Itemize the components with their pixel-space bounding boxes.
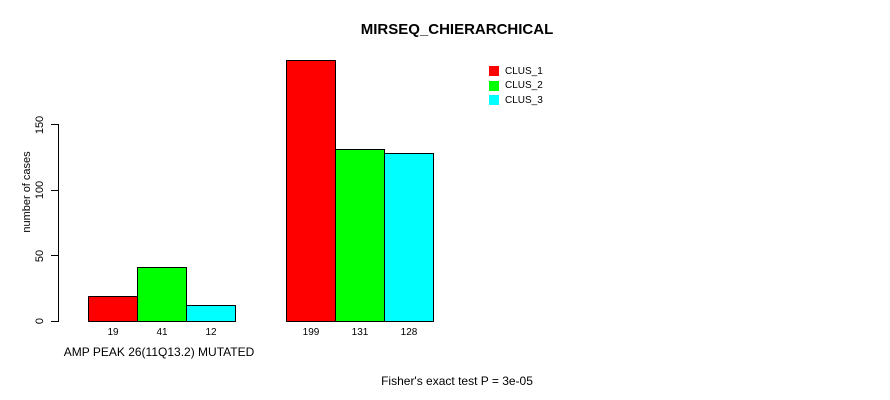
y-tick-mark xyxy=(51,255,58,256)
bar-clus_1-group2 xyxy=(286,59,336,322)
legend: CLUS_1 CLUS_2 CLUS_3 xyxy=(489,64,543,108)
bar-clus_3-group1 xyxy=(186,304,236,322)
bar-clus_3-group2 xyxy=(384,152,434,322)
y-axis-label: number of cases xyxy=(21,151,33,233)
bar-clus_2-group1 xyxy=(137,266,187,322)
bar-value-label: 128 xyxy=(400,327,418,338)
y-tick-label: 50 xyxy=(34,249,46,262)
bar-value-label: 131 xyxy=(351,327,369,338)
legend-label: CLUS_2 xyxy=(505,80,543,92)
bar-clus_1-group1 xyxy=(88,295,138,322)
y-tick-label: 0 xyxy=(34,317,46,325)
x-group-label: AMP PEAK 26(11Q13.2) MUTATED xyxy=(63,345,255,359)
y-tick-mark xyxy=(51,124,58,125)
annotation-text: Fisher's exact test P = 3e-05 xyxy=(381,374,533,388)
bar-value-label: 12 xyxy=(205,327,217,338)
chart-title: MIRSEQ_CHIERARCHICAL xyxy=(360,21,554,38)
bar-value-label: 41 xyxy=(156,327,168,338)
y-tick-mark xyxy=(51,189,58,191)
legend-swatch-clus_1 xyxy=(489,66,499,77)
legend-item-clus_1: CLUS_1 xyxy=(489,64,543,79)
y-axis-line xyxy=(58,124,59,322)
legend-item-clus_2: CLUS_2 xyxy=(489,79,543,94)
legend-item-clus_3: CLUS_3 xyxy=(489,93,543,108)
bar-value-label: 19 xyxy=(107,327,119,338)
y-tick-label: 100 xyxy=(34,180,46,200)
y-tick-mark xyxy=(51,320,58,322)
legend-swatch-clus_3 xyxy=(489,95,499,106)
legend-swatch-clus_2 xyxy=(489,80,499,91)
y-tick-label: 150 xyxy=(34,115,46,134)
legend-label: CLUS_3 xyxy=(505,94,543,106)
legend-label: CLUS_1 xyxy=(505,65,543,77)
bar-value-label: 199 xyxy=(302,327,320,338)
bar-clus_2-group2 xyxy=(335,148,385,322)
